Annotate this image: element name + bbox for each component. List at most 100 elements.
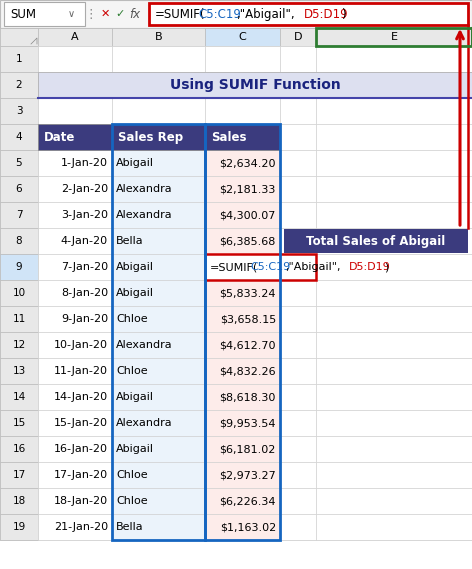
Bar (280, 228, 316, 254)
Text: 16-Jan-20: 16-Jan-20 (54, 444, 108, 454)
Bar (205, 410, 280, 436)
Bar (280, 150, 316, 176)
Bar (112, 150, 205, 176)
Text: $2,973.27: $2,973.27 (219, 470, 276, 480)
Text: 9: 9 (16, 262, 22, 272)
Text: fx: fx (129, 7, 141, 20)
Text: 7-Jan-20: 7-Jan-20 (61, 262, 108, 272)
Bar (38, 280, 112, 306)
Bar (38, 332, 112, 358)
Bar (112, 176, 205, 202)
Text: Sales Rep: Sales Rep (118, 130, 183, 143)
Text: 13: 13 (12, 366, 25, 376)
Text: ✓: ✓ (115, 9, 125, 19)
Bar (280, 410, 316, 436)
Bar (280, 46, 316, 72)
Text: ): ) (384, 262, 388, 272)
Text: ): ) (341, 7, 346, 20)
Bar (112, 202, 205, 228)
Text: Chloe: Chloe (116, 366, 148, 376)
Bar (316, 98, 472, 124)
Bar (205, 462, 280, 488)
Bar (0, 176, 38, 202)
Bar (149, 3, 468, 25)
Text: =SUMIF(: =SUMIF( (210, 262, 258, 272)
Bar (0, 72, 38, 98)
Text: 14-Jan-20: 14-Jan-20 (54, 392, 108, 402)
Bar (205, 254, 316, 280)
Bar (112, 228, 205, 254)
Text: 21-Jan-20: 21-Jan-20 (54, 522, 108, 532)
Text: D5:D19: D5:D19 (349, 262, 391, 272)
Bar (316, 254, 472, 280)
Bar (280, 124, 316, 150)
Bar (0, 0, 472, 28)
Text: 11: 11 (12, 314, 25, 324)
Bar (0, 306, 38, 332)
Bar (112, 410, 205, 436)
Bar (316, 28, 472, 46)
Bar (112, 98, 205, 124)
Bar (280, 98, 316, 124)
Bar (112, 384, 205, 410)
Bar (112, 306, 205, 332)
Text: 10-Jan-20: 10-Jan-20 (54, 340, 108, 350)
Bar (112, 514, 205, 540)
Text: C5:C19: C5:C19 (251, 262, 291, 272)
Bar (0, 488, 38, 514)
Text: Abigail: Abigail (116, 444, 154, 454)
Bar (0, 384, 38, 410)
Text: $4,612.70: $4,612.70 (219, 340, 276, 350)
Bar (38, 358, 112, 384)
Text: Alexandra: Alexandra (116, 210, 173, 220)
Text: Alexandra: Alexandra (116, 184, 173, 194)
Bar (0, 28, 472, 540)
Bar (205, 306, 280, 332)
Bar (205, 228, 280, 254)
Bar (112, 358, 205, 384)
Bar (112, 46, 205, 72)
Bar (316, 280, 472, 306)
Text: Abigail: Abigail (116, 288, 154, 298)
Bar (0, 254, 38, 280)
Bar (205, 514, 280, 540)
Bar (316, 436, 472, 462)
Text: 1: 1 (16, 54, 22, 64)
Bar (205, 384, 280, 410)
Bar (112, 332, 205, 358)
Bar (38, 254, 112, 280)
Bar (0, 514, 38, 540)
Text: Sales: Sales (211, 130, 246, 143)
Text: D: D (294, 32, 302, 42)
Bar (280, 488, 316, 514)
Bar (112, 124, 205, 540)
Text: 7: 7 (16, 210, 22, 220)
Bar (280, 176, 316, 202)
Bar (205, 124, 280, 150)
Text: 18: 18 (12, 496, 25, 506)
Text: 19: 19 (12, 522, 25, 532)
Text: 11-Jan-20: 11-Jan-20 (54, 366, 108, 376)
Bar (316, 176, 472, 202)
Bar (316, 332, 472, 358)
Bar (112, 436, 205, 462)
Text: 15-Jan-20: 15-Jan-20 (54, 418, 108, 428)
Text: $6,181.02: $6,181.02 (219, 444, 276, 454)
Text: Alexandra: Alexandra (116, 340, 173, 350)
Text: Chloe: Chloe (116, 496, 148, 506)
Bar (205, 28, 280, 46)
Bar (0, 436, 38, 462)
Bar (0, 462, 38, 488)
Bar (0, 358, 38, 384)
Bar (316, 124, 472, 150)
Bar (316, 228, 472, 254)
Text: SUM: SUM (10, 7, 36, 20)
Text: ⋮: ⋮ (85, 7, 97, 20)
Bar (38, 228, 112, 254)
Bar (205, 124, 280, 540)
Bar (0, 280, 38, 306)
Bar (280, 280, 316, 306)
Text: Abigail: Abigail (116, 158, 154, 168)
Text: $4,300.07: $4,300.07 (219, 210, 276, 220)
Bar (205, 150, 280, 176)
